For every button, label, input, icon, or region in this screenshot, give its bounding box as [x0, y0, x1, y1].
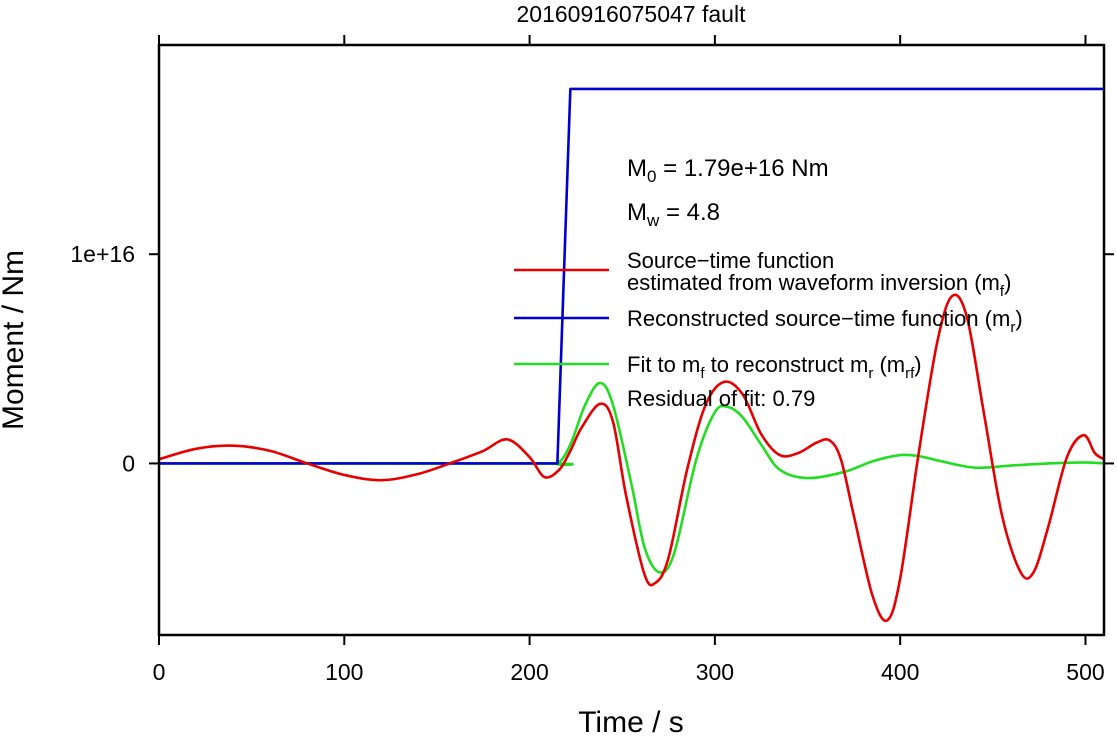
series-line-green [159, 381, 1105, 574]
mw-value: = 4.8 [659, 199, 720, 226]
m0-sub: 0 [647, 167, 656, 186]
x-axis-label: Time / s [578, 706, 684, 736]
mw-sub: w [646, 211, 660, 230]
plot-frame [157, 43, 1106, 637]
legend-red-post: ) [1004, 270, 1011, 295]
m0-base: M [627, 155, 647, 182]
y-axis-label: Moment / Nm [0, 250, 30, 430]
x-tick-label: 300 [696, 659, 734, 685]
x-tick-label: 500 [1066, 659, 1104, 685]
ticks-layer: 0 100 200 300 400 500 0 1e+16 [70, 35, 1114, 685]
legend-green-pre: Fit to m [627, 352, 700, 377]
legend-green-sub2: r [868, 365, 873, 382]
legend-green-text: Fit to mf to reconstruct mr (mrf) [627, 352, 922, 382]
legend-red-line1: Source−time function [627, 248, 834, 273]
legend-red-sub: f [1000, 283, 1005, 300]
legend-green-mid2: (m [873, 352, 905, 377]
x-tick-label: 400 [881, 659, 919, 685]
legend-red-pre: estimated from waveform inversion (m [627, 270, 1000, 295]
legend-blue-text: Reconstructed source−time function (mr) [627, 306, 1023, 336]
series-line-red [158, 293, 1105, 623]
legend-blue-pre: Reconstructed source−time function (m [627, 306, 1010, 331]
series-line-blue [159, 87, 1104, 465]
legend-blue-post: ) [1015, 306, 1022, 331]
legend-green-mid: to reconstruct m [705, 352, 869, 377]
residual-annotation: Residual of fit: 0.79 [627, 386, 815, 411]
x-tick-label: 200 [510, 659, 548, 685]
y-tick-label: 0 [122, 450, 135, 476]
x-tick-label: 0 [153, 659, 166, 685]
legend-green-post: ) [914, 352, 921, 377]
legend-green-sub1: f [700, 365, 705, 382]
series-layer [158, 87, 1105, 623]
m0-value: = 1.79e+16 Nm [656, 155, 828, 182]
legend: Source−time function estimated from wave… [514, 248, 1023, 411]
info-annotations: M0 = 1.79e+16 Nm Mw = 4.8 [627, 155, 829, 230]
legend-green-sub3: rf [905, 365, 915, 382]
chart-title: 20160916075047 fault [517, 1, 747, 27]
legend-blue-sub: r [1010, 319, 1015, 336]
mw-base: M [627, 199, 647, 226]
legend-red-line2: estimated from waveform inversion (mf) [627, 270, 1011, 300]
mw-annotation: Mw = 4.8 [627, 199, 720, 230]
y-tick-label: 1e+16 [70, 241, 135, 267]
m0-annotation: M0 = 1.79e+16 Nm [627, 155, 829, 186]
x-tick-label: 100 [325, 659, 363, 685]
